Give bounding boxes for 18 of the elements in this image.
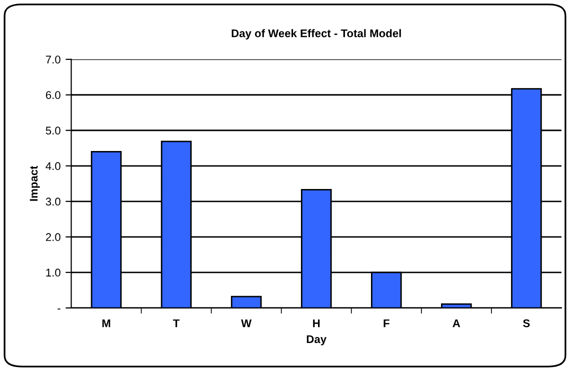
x-axis-title: Day: [306, 335, 326, 346]
x-tick-label: F: [384, 319, 390, 328]
y-tick-label: 1.0: [46, 268, 60, 277]
y-tick-label: 5.0: [46, 126, 60, 135]
y-tick-label: 3.0: [46, 198, 60, 206]
y-axis-title: Impact: [30, 166, 40, 201]
x-tick-label: H: [313, 319, 320, 328]
y-tick-label: 7.0: [46, 56, 60, 64]
chart-title: Day of Week Effect - Total Model: [232, 29, 401, 40]
x-tick-label: A: [452, 319, 460, 328]
x-tick-label: M: [102, 319, 110, 328]
y-tick-label: 6.0: [46, 91, 60, 100]
y-tick-label: 2.0: [46, 233, 60, 242]
x-tick-label: T: [173, 319, 180, 328]
x-tick-label: S: [523, 319, 530, 328]
x-tick-label: W: [241, 319, 252, 328]
y-tick-label: 4.0: [46, 162, 60, 170]
y-tick-label: -: [58, 308, 60, 310]
